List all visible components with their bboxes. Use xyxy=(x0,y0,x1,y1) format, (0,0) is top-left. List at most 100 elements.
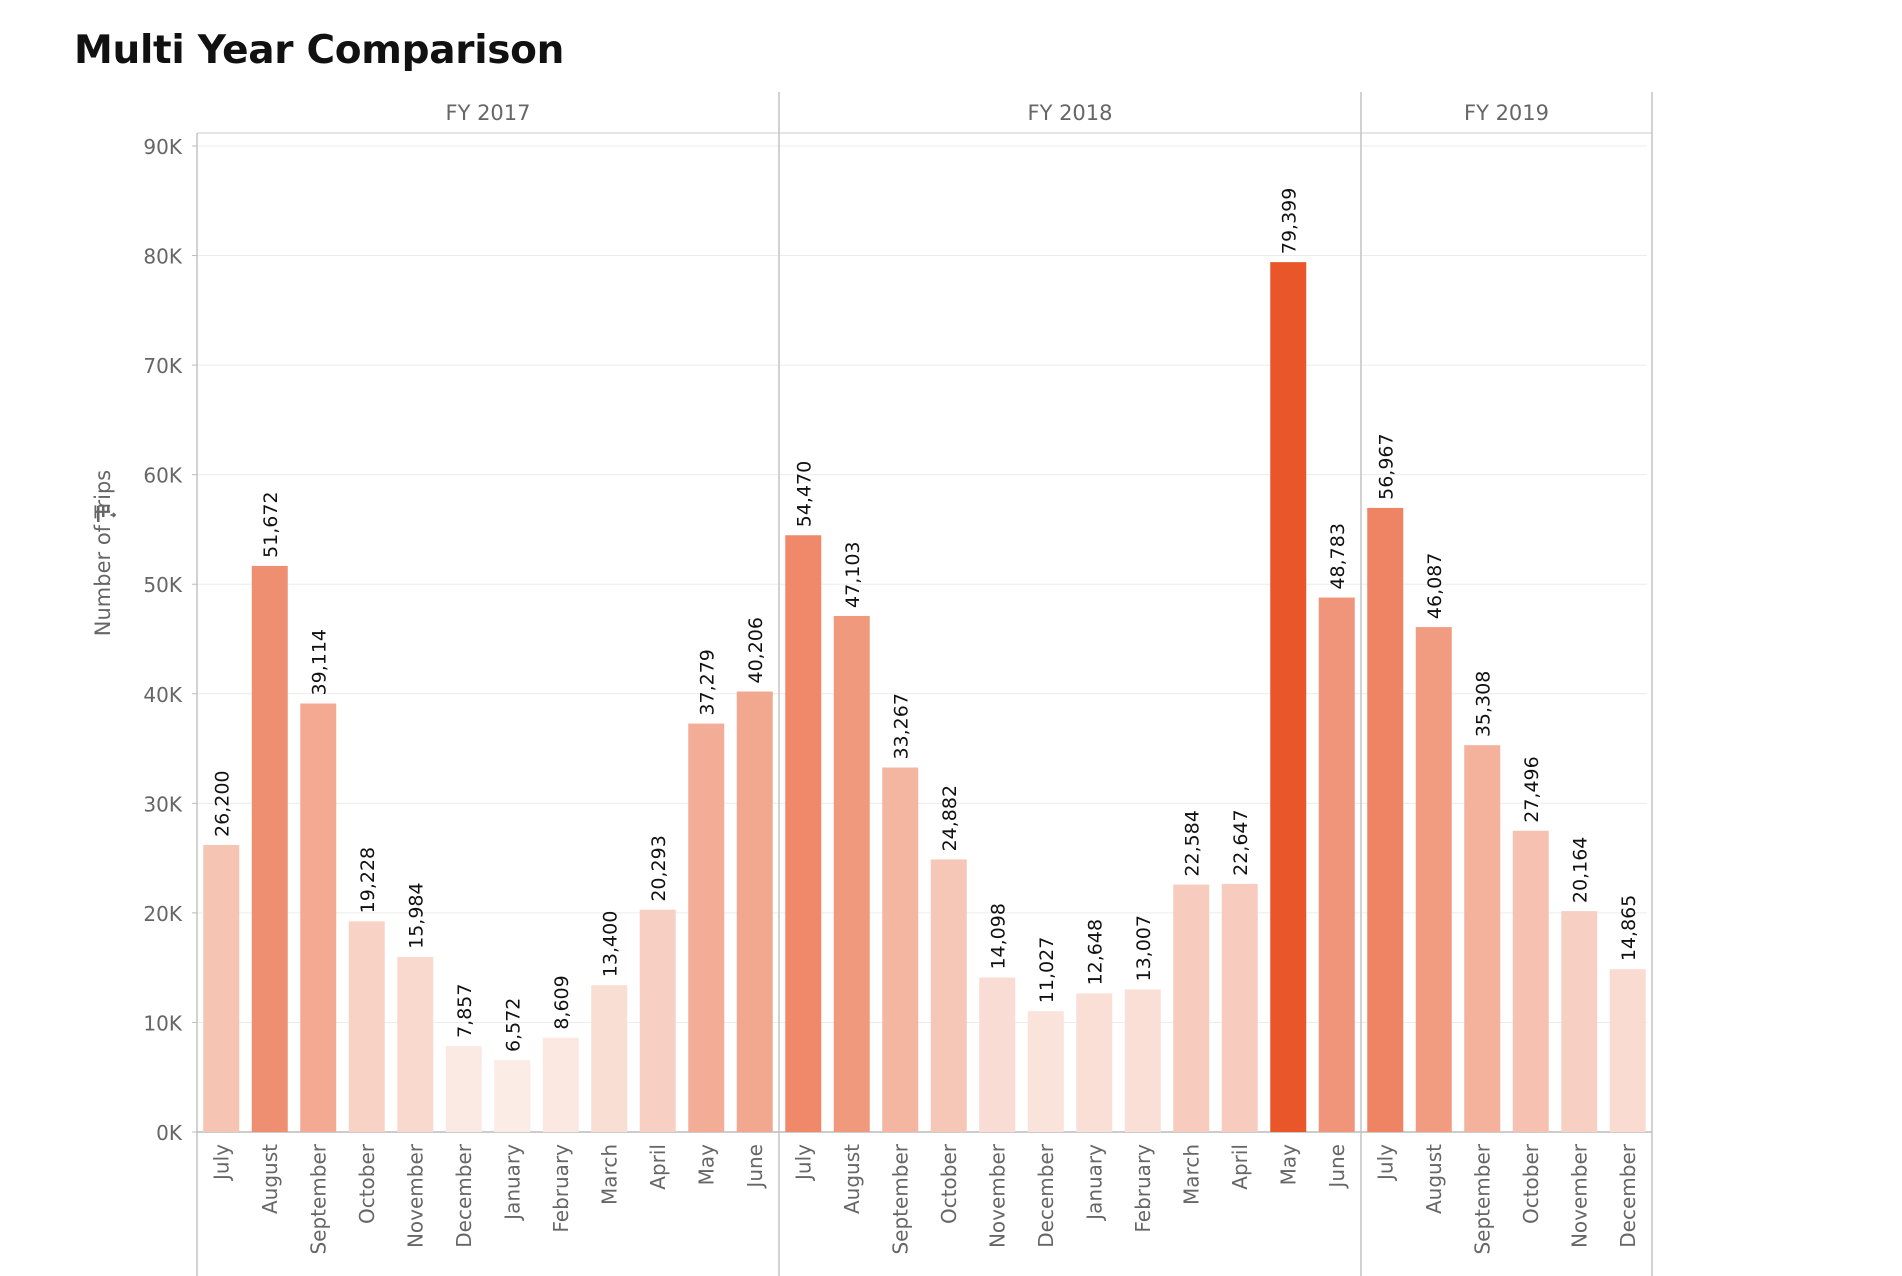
x-tick-label: September xyxy=(888,1143,912,1254)
bar-value-label: 47,103 xyxy=(842,541,864,607)
bar-value-label: 8,609 xyxy=(551,975,573,1029)
bar-value-label: 22,647 xyxy=(1230,809,1252,875)
x-tick-label: February xyxy=(1131,1144,1155,1233)
bar-value-label: 7,857 xyxy=(454,984,476,1038)
bar xyxy=(1609,969,1646,1132)
bar-value-label: 37,279 xyxy=(696,649,718,715)
x-tick-label: January xyxy=(1082,1144,1106,1222)
bars xyxy=(203,262,1646,1132)
x-tick-label: December xyxy=(452,1143,476,1247)
x-tick-label: December xyxy=(1616,1143,1640,1247)
bar-value-label: 51,672 xyxy=(260,491,282,557)
y-tick-label: 30K xyxy=(143,792,182,816)
bar xyxy=(1221,883,1258,1132)
bar-value-label: 13,400 xyxy=(599,911,621,977)
y-tick-label: 70K xyxy=(143,354,182,378)
bar-value-label: 6,572 xyxy=(502,998,524,1052)
bar xyxy=(1415,627,1452,1132)
bar xyxy=(542,1037,579,1132)
chart-frame xyxy=(196,92,1653,1276)
x-tick-label: September xyxy=(1470,1143,1494,1254)
x-tick-label: March xyxy=(1179,1144,1203,1205)
x-tick-label: September xyxy=(306,1143,330,1254)
x-tick-label: June xyxy=(743,1144,767,1190)
x-tick-label: April xyxy=(646,1144,670,1190)
bar-value-label: 12,648 xyxy=(1084,919,1106,985)
x-tick-label: November xyxy=(985,1143,1009,1248)
bar-value-label: 40,206 xyxy=(745,617,767,683)
page-title: Multi Year Comparison xyxy=(74,28,565,73)
bar xyxy=(785,535,822,1132)
bar-value-label: 14,865 xyxy=(1618,895,1640,961)
bar xyxy=(833,615,870,1132)
x-tick-label: July xyxy=(209,1144,233,1182)
y-tick-label: 20K xyxy=(143,902,182,926)
bar xyxy=(688,723,725,1132)
x-tick-label: November xyxy=(403,1143,427,1248)
bar xyxy=(1318,597,1355,1132)
bar xyxy=(1464,745,1501,1132)
bar xyxy=(1512,830,1549,1132)
bar-value-label: 20,164 xyxy=(1569,837,1591,903)
bar-value-label: 54,470 xyxy=(793,461,815,527)
bar-value-label: 24,882 xyxy=(939,785,961,851)
panel-header-label: FY 2018 xyxy=(1027,101,1112,125)
bar xyxy=(1367,507,1404,1132)
bar xyxy=(736,691,773,1132)
x-tick-label: August xyxy=(840,1144,864,1214)
bar xyxy=(591,985,628,1132)
gridlines xyxy=(197,145,1647,1023)
y-tick-label: 80K xyxy=(143,245,182,269)
y-tick-label: 0K xyxy=(156,1121,183,1145)
bar xyxy=(1270,262,1307,1132)
x-tick-label: July xyxy=(1373,1144,1397,1182)
bar xyxy=(882,767,919,1132)
bar xyxy=(494,1060,531,1132)
bar xyxy=(1027,1011,1064,1132)
bar-value-label: 79,399 xyxy=(1278,188,1300,254)
bar-value-label: 39,114 xyxy=(308,629,330,695)
sort-icon[interactable] xyxy=(97,506,117,522)
x-tick-label: April xyxy=(1228,1144,1252,1190)
bar-value-label: 15,984 xyxy=(405,882,427,948)
x-tick-label: May xyxy=(1276,1144,1300,1186)
bar xyxy=(203,844,240,1132)
x-tick-label: March xyxy=(597,1144,621,1205)
bar xyxy=(1124,989,1161,1132)
x-tick-label: June xyxy=(1325,1144,1349,1190)
panel-header-label: FY 2019 xyxy=(1464,101,1549,125)
bar-value-label: 56,967 xyxy=(1375,433,1397,499)
bar xyxy=(300,703,337,1132)
bar xyxy=(1561,911,1598,1132)
x-tick-label: October xyxy=(1519,1143,1543,1224)
y-axis-title: Number of Trips xyxy=(91,470,115,636)
bar-value-label: 20,293 xyxy=(648,835,670,901)
x-tick-label: October xyxy=(355,1143,379,1224)
x-tick-label: May xyxy=(694,1144,718,1186)
x-tick-label: July xyxy=(791,1144,815,1182)
x-tick-label: October xyxy=(937,1143,961,1224)
bar xyxy=(348,921,385,1132)
bar-value-label: 22,584 xyxy=(1181,810,1203,876)
bar-value-label: 33,267 xyxy=(890,693,912,759)
bar xyxy=(639,909,676,1132)
y-tick-label: 10K xyxy=(143,1011,182,1035)
bar-value-label: 11,027 xyxy=(1036,937,1058,1003)
x-tick-label: August xyxy=(258,1144,282,1214)
bar xyxy=(1076,993,1113,1132)
y-tick-label: 40K xyxy=(143,683,182,707)
bar xyxy=(1173,884,1210,1132)
x-tick-label: January xyxy=(500,1144,524,1222)
bar-value-label: 46,087 xyxy=(1424,553,1446,619)
y-tick-label: 60K xyxy=(143,464,182,488)
value-labels: 26,200 51,672 39,114 19,228 15,984 7,857 6,572… xyxy=(211,188,1640,1052)
axes: 0K 10K 20K 30K 40K 50K 60K 70K 80K 90K FY 2017 July… xyxy=(143,101,1639,1255)
bar xyxy=(979,977,1016,1132)
bar-value-label: 48,783 xyxy=(1327,523,1349,589)
bar xyxy=(445,1045,482,1132)
bar xyxy=(251,565,288,1132)
bar xyxy=(397,956,434,1132)
x-tick-label: February xyxy=(549,1144,573,1233)
x-tick-label: August xyxy=(1422,1144,1446,1214)
